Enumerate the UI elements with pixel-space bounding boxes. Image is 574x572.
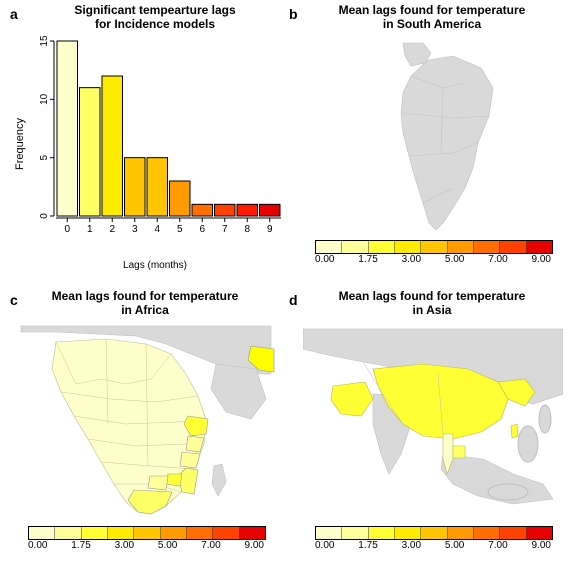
panel-label-b: b xyxy=(289,6,298,22)
svg-text:6: 6 xyxy=(199,224,205,235)
svg-text:1: 1 xyxy=(87,224,93,235)
panel-b: b Mean lags found for temperature in Sou… xyxy=(287,0,574,286)
map-africa xyxy=(16,324,276,519)
panel-label-d: d xyxy=(289,292,298,308)
panel-a-ylabel: Frequency xyxy=(14,118,26,170)
colorbar-d: 0.001.753.005.007.009.00 xyxy=(315,526,551,551)
svg-text:9: 9 xyxy=(267,224,273,235)
panel-label-a: a xyxy=(10,6,18,22)
svg-text:7: 7 xyxy=(222,224,228,235)
svg-text:5: 5 xyxy=(39,154,50,160)
panel-a-xlabel: Lags (months) xyxy=(30,260,280,271)
bar-chart: 0 5 10 15 0 1 2 3 4 5 6 7 8 9 xyxy=(26,36,286,246)
panel-b-title: Mean lags found for temperature in South… xyxy=(307,4,557,32)
panel-a-title: Significant tempearture lags for Inciden… xyxy=(30,4,280,32)
panel-d-title: Mean lags found for temperature in Asia xyxy=(307,290,557,318)
colorbar-b: 0.001.753.005.007.009.00 xyxy=(315,240,551,265)
svg-text:4: 4 xyxy=(154,224,160,235)
svg-text:15: 15 xyxy=(39,36,50,47)
svg-text:2: 2 xyxy=(109,224,115,235)
svg-text:5: 5 xyxy=(177,224,183,235)
svg-text:0: 0 xyxy=(39,213,50,219)
svg-text:3: 3 xyxy=(132,224,138,235)
svg-text:0: 0 xyxy=(64,224,70,235)
colorbar-c: 0.001.753.005.007.009.00 xyxy=(28,526,264,551)
svg-text:10: 10 xyxy=(39,93,50,105)
svg-text:8: 8 xyxy=(244,224,250,235)
panel-d: d Mean lags found for temperature in Asi… xyxy=(287,286,574,572)
map-south-america xyxy=(303,38,563,233)
panel-c-title: Mean lags found for temperature in Afric… xyxy=(20,290,270,318)
map-asia xyxy=(303,324,563,519)
panel-a: a Significant tempearture lags for Incid… xyxy=(0,0,287,286)
panel-label-c: c xyxy=(10,292,18,308)
panel-c: c Mean lags found for temperature in Afr… xyxy=(0,286,287,572)
